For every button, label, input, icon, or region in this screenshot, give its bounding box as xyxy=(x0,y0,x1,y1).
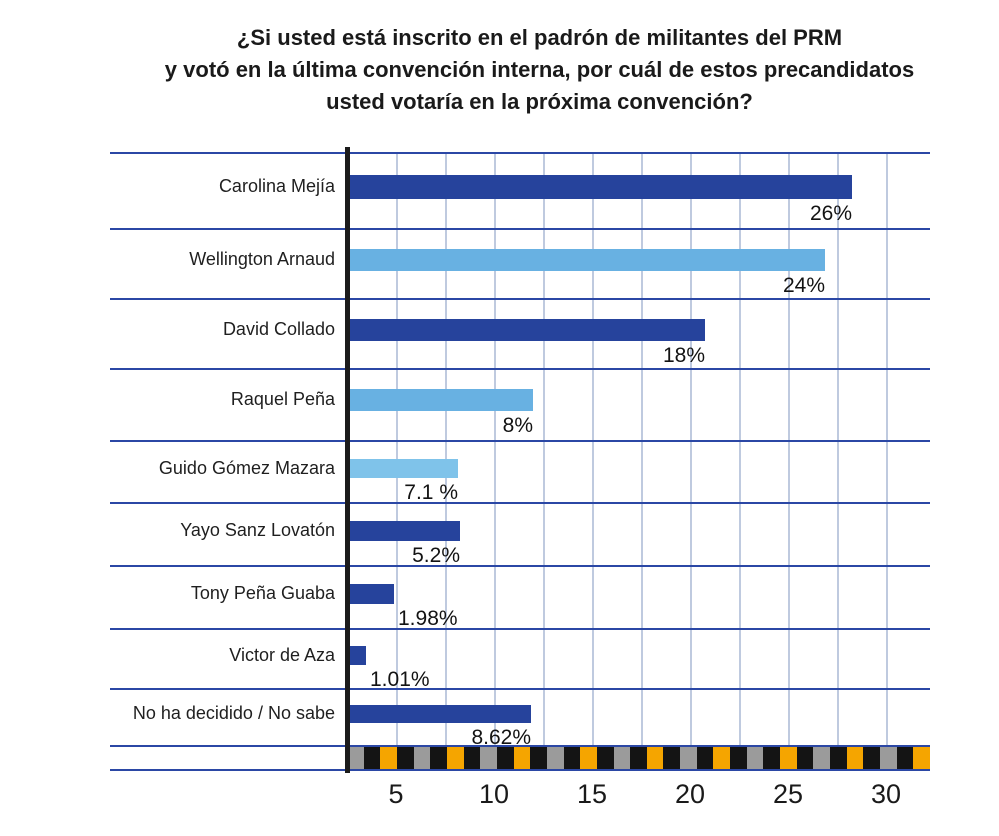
x-tick-label: 10 xyxy=(478,779,510,809)
value-bar xyxy=(350,249,825,271)
y-axis-line xyxy=(345,147,350,773)
pattern-square xyxy=(380,747,397,769)
pattern-square xyxy=(713,747,731,769)
pattern-square xyxy=(563,747,581,769)
chart-row: Tony Peña Guaba 1.98% xyxy=(110,565,930,630)
bar-chart: Carolina Mejía 26% Wellington Arnaud 24% Dav… xyxy=(110,147,930,828)
pattern-square xyxy=(463,747,481,769)
title-line-1: ¿Si usted está inscrito en el padrón de … xyxy=(236,25,843,50)
value-label: 24% xyxy=(782,274,825,297)
pattern-square xyxy=(880,747,897,769)
pattern-square xyxy=(430,747,447,769)
pattern-square xyxy=(513,747,531,769)
chart-row: No ha decidido / No sabe 8.62% xyxy=(110,688,930,749)
category-label: Wellington Arnaud xyxy=(189,249,335,269)
pattern-square xyxy=(646,747,664,769)
value-label: 26% xyxy=(809,202,852,225)
pattern-square xyxy=(846,747,864,769)
title-line-3: usted votaría en la próxima convención? xyxy=(326,89,753,114)
pattern-square xyxy=(413,747,431,769)
value-label: 8% xyxy=(502,414,533,437)
value-label: 5.2% xyxy=(412,544,460,567)
pattern-square xyxy=(896,747,914,769)
x-gridline xyxy=(543,152,545,745)
category-label: Yayo Sanz Lovatón xyxy=(180,520,335,540)
value-label: 1.98% xyxy=(398,607,458,630)
x-tick-label: 20 xyxy=(674,779,706,809)
pattern-strip xyxy=(110,745,930,771)
value-bar xyxy=(350,646,366,665)
x-gridline xyxy=(886,152,888,745)
pattern-square xyxy=(580,747,597,769)
pattern-square xyxy=(396,747,414,769)
pattern-square xyxy=(780,747,797,769)
pattern-square xyxy=(663,747,681,769)
pattern-square xyxy=(596,747,614,769)
chart-row: Raquel Peña 8% xyxy=(110,368,930,440)
x-gridline xyxy=(494,152,496,745)
pattern-square xyxy=(347,747,364,769)
pattern-square xyxy=(813,747,831,769)
pattern-square xyxy=(763,747,781,769)
value-bar xyxy=(350,584,394,604)
category-label: Raquel Peña xyxy=(230,389,335,409)
pattern-square xyxy=(746,747,764,769)
category-label: Carolina Mejía xyxy=(218,176,335,196)
x-gridline xyxy=(690,152,692,745)
value-bar xyxy=(350,319,705,341)
x-tick-label: 5 xyxy=(388,779,404,809)
chart-title: ¿Si usted está inscrito en el padrón de … xyxy=(40,22,999,118)
value-label: 1.01% xyxy=(370,668,430,691)
pattern-square xyxy=(796,747,814,769)
value-bar xyxy=(350,175,852,199)
title-line-2: y votó en la última convención interna, … xyxy=(164,57,915,82)
value-label: 8.62% xyxy=(471,726,531,749)
x-tick-label: 25 xyxy=(772,779,804,809)
x-gridline xyxy=(445,152,447,745)
chart-row: Guido Gómez Mazara 7.1 % xyxy=(110,440,930,504)
chart-row: Carolina Mejía 26% xyxy=(110,152,930,228)
x-gridline xyxy=(788,152,790,745)
chart-row: Victor de Aza 1.01% xyxy=(110,628,930,691)
pattern-square xyxy=(446,747,464,769)
pattern-square xyxy=(696,747,714,769)
value-bar xyxy=(350,521,460,541)
category-label: No ha decidido / No sabe xyxy=(132,703,335,723)
category-label: Tony Peña Guaba xyxy=(190,583,335,603)
value-bar xyxy=(350,705,531,723)
x-tick-label: 30 xyxy=(870,779,902,809)
pattern-square xyxy=(613,747,631,769)
chart-row: Wellington Arnaud 24% xyxy=(110,228,930,298)
pattern-strip-squares xyxy=(347,747,930,769)
chart-row: David Collado 18% xyxy=(110,298,930,368)
x-gridline xyxy=(592,152,594,745)
value-bar xyxy=(350,389,533,411)
x-gridline xyxy=(739,152,741,745)
pattern-square xyxy=(530,747,547,769)
pattern-square xyxy=(363,747,381,769)
x-tick-label: 15 xyxy=(576,779,608,809)
pattern-square xyxy=(830,747,847,769)
x-gridline xyxy=(641,152,643,745)
pattern-square xyxy=(480,747,497,769)
x-gridline xyxy=(396,152,398,745)
pattern-square xyxy=(913,747,930,769)
value-label: 7.1 % xyxy=(404,481,458,504)
chart-row: Yayo Sanz Lovatón 5.2% xyxy=(110,502,930,567)
pattern-square xyxy=(496,747,514,769)
value-label: 18% xyxy=(662,344,705,367)
category-label: Guido Gómez Mazara xyxy=(158,457,335,478)
pattern-square xyxy=(680,747,697,769)
pattern-square xyxy=(546,747,564,769)
x-gridline xyxy=(837,152,839,745)
pattern-square xyxy=(863,747,880,769)
category-label: David Collado xyxy=(222,319,335,339)
category-label: Victor de Aza xyxy=(229,644,335,665)
pattern-square xyxy=(730,747,747,769)
value-bar xyxy=(350,459,458,478)
pattern-square xyxy=(630,747,647,769)
